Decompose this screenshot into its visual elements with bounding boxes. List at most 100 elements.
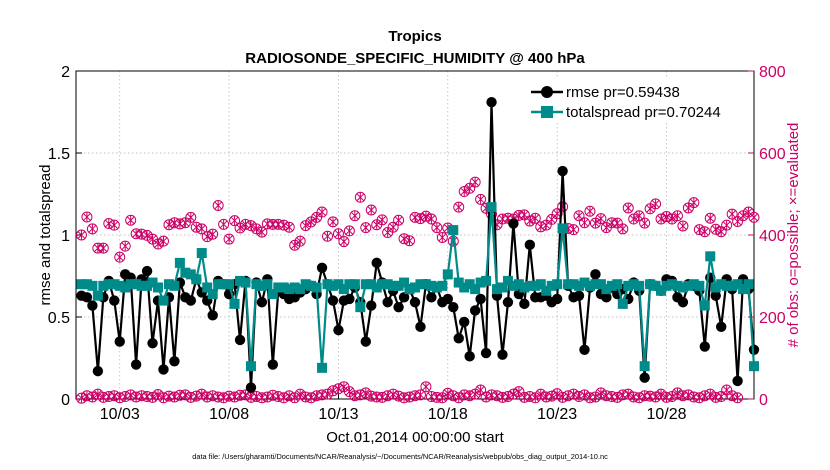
evaluated-point [673,211,682,221]
totalspread-point [213,279,224,290]
chart-title: Tropics [388,28,441,45]
possible-point [316,206,328,218]
evaluated-low-point [148,392,157,402]
totalspread-point [546,280,557,291]
evaluated-low-point [208,391,217,401]
totalspread-point [180,267,191,278]
rmse-point [715,321,727,333]
totalspread-point [524,280,535,291]
totalspread-point [114,280,125,291]
evaluated-point [192,222,201,232]
totalspread-point [431,282,442,293]
evaluated-point [416,214,425,224]
evaluated-low-point [564,391,573,401]
totalspread-point [196,248,207,259]
evaluated-point [411,212,419,222]
possible-point [185,211,197,223]
totalspread-point [415,279,426,290]
rmse-point [333,324,344,336]
evaluated-low-point [132,392,141,402]
totalspread-point [322,279,333,290]
evaluated-low-point [115,393,124,403]
y2-tick-label: 600 [759,146,786,163]
totalspread-point [142,280,153,291]
evaluated-point [678,221,687,231]
evaluated-low-point [383,391,392,401]
possible-point [573,210,585,222]
totalspread-point [191,274,202,285]
rmse-point [475,293,486,305]
rmse-point [147,338,158,349]
y-tick-label: 1.5 [48,146,70,163]
rmse-point [130,359,142,370]
evaluated-low-point [263,392,272,402]
evaluated-point [536,222,545,232]
rmse-point [87,300,98,311]
rmse-point [448,301,459,313]
possible-low-point [420,381,432,393]
rmse-point [360,336,371,347]
totalspread-point [623,280,634,291]
evaluated-point [596,214,605,224]
possible-point [436,231,448,243]
evaluated-point [236,223,244,233]
rmse-point [409,297,421,308]
totalspread-point [595,279,606,290]
totalspread-point [300,279,311,290]
x-tick-label: 10/23 [537,406,577,423]
rmse-point [699,341,710,352]
rmse-point [732,375,743,387]
rmse-point [508,218,519,229]
possible-point [354,191,366,203]
evaluated-point [126,215,135,225]
rmse-point [398,292,410,303]
evaluated-low-point [733,393,742,403]
totalspread-point [749,361,759,372]
evaluated-low-point [525,391,534,402]
totalspread-point [688,279,699,290]
evaluated-point [334,229,343,239]
possible-point [721,219,733,231]
evaluated-point [586,206,594,216]
evaluated-low-point [345,387,354,397]
rmse-point [81,292,93,303]
rmse-point [677,297,689,308]
possible-point [393,214,405,226]
evaluated-low-point [93,389,102,399]
evaluated-low-point [329,386,337,396]
evaluated-low-point [700,391,709,401]
evaluated-low-point [334,384,343,394]
evaluated-low-point [482,392,491,402]
totalspread-point [410,282,420,293]
totalspread-point [557,223,568,234]
rmse-point [426,292,437,303]
evaluated-point [170,218,179,228]
evaluated-point [186,212,195,222]
evaluated-point [405,236,414,246]
evaluated-low-point [356,390,365,400]
totalspread-point [131,279,142,290]
totalspread-point [267,289,278,300]
evaluated-low-point [673,388,682,398]
evaluated-low-point [728,391,737,401]
totalspread-point [426,280,437,291]
rmse-point [141,265,153,277]
plot-area: 0 0.5 1 1.5 2 0 200 400 600 800 10/03 10/08 10/13 10/… [48,64,786,423]
evaluated-point [350,211,359,221]
evaluated-low-point [181,390,190,400]
possible-point [86,223,98,235]
evaluated-low-point [706,389,715,399]
totalspread-point [158,295,169,306]
evaluated-low-point [536,389,545,399]
y-tick-label: 1 [61,228,70,245]
y-tick-label: 0 [61,392,70,409]
totalspread-point [513,279,524,290]
evaluated-point [553,209,562,219]
evaluated-point [230,216,239,226]
legend-rmse-label: rmse pr=0.59438 [566,84,680,101]
rmse-point [639,372,650,383]
totalspread-point [601,284,612,295]
evaluated-point [323,231,332,241]
evaluated-low-point [503,391,512,402]
